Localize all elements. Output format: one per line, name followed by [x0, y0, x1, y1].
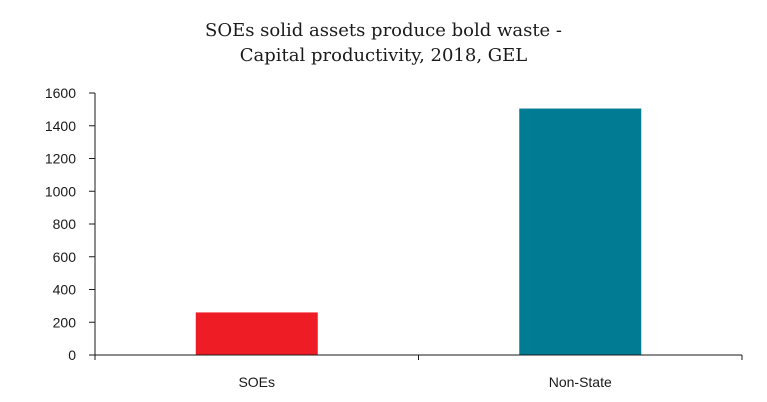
y-tick-label: 1000: [45, 183, 76, 199]
x-category-label: SOEs: [238, 374, 275, 390]
y-tick-label: 0: [68, 347, 76, 363]
x-category-label: Non-State: [549, 374, 612, 390]
y-tick-label: 400: [53, 282, 77, 298]
chart-title-line-2: Capital productivity, 2018, GEL: [239, 45, 528, 66]
y-tick-label: 1400: [45, 118, 76, 134]
y-tick-label: 800: [53, 216, 77, 232]
y-tick-label: 200: [53, 314, 77, 330]
y-tick-label: 1600: [45, 85, 76, 101]
y-tick-label: 1200: [45, 151, 76, 167]
bar-non-state: [519, 108, 642, 356]
y-tick-label: 600: [53, 249, 77, 265]
bar-soes: [195, 312, 318, 355]
chart-title-line-1: SOEs solid assets produce bold waste -: [204, 20, 563, 41]
